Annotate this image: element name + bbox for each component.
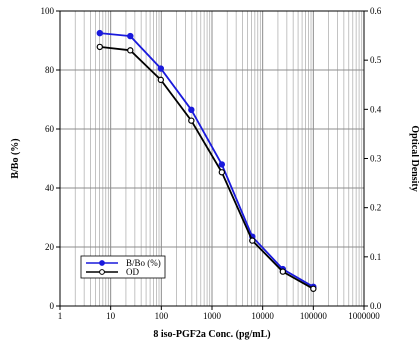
y-right-tick-label: 0.1 [370,252,381,262]
data-point-bbo [96,29,103,37]
y-left-tick-label: 20 [45,242,55,252]
x-tick-label: 10000 [251,311,274,321]
x-axis-title: 8 iso-PGF2a Conc. (pg/mL) [153,329,270,340]
y-axis-right-title: Optical Density [409,125,419,191]
data-point-od [96,43,103,51]
x-tick-label: 1 [58,311,63,321]
x-tick-label: 100 [155,311,169,321]
series-line-bbo [99,32,314,288]
legend-label-od: OD [126,267,139,277]
x-tick-label: 10 [106,311,116,321]
y-right-tick-label: 0.0 [370,301,382,311]
y-left-tick-label: 80 [45,65,55,75]
data-point-od [157,76,165,84]
data-point-od [310,285,317,292]
legend-marker-od [99,269,105,275]
y-axis-left-title: B/Bo (%) [10,138,21,178]
y-right-tick-label: 0.3 [370,154,382,164]
data-point-bbo [188,106,195,114]
y-left-tick-label: 0 [50,301,55,311]
series-line-od [99,46,314,290]
y-right-tick-label: 0.2 [370,203,381,213]
y-left-tick-label: 40 [45,183,55,193]
data-point-od [218,169,226,176]
y-right-tick-label: 0.6 [370,6,382,16]
data-point-od [188,117,195,124]
data-point-od [127,47,134,54]
data-point-od [279,268,287,275]
y-right-tick-label: 0.4 [370,104,382,114]
data-point-bbo [127,32,134,40]
y-left-tick-label: 100 [41,6,55,16]
x-tick-label: 1000 [203,311,222,321]
series [96,29,317,292]
data-point-bbo [157,65,165,72]
x-tick-label: 100000 [300,311,328,321]
legend: B/Bo (%) OD [80,255,166,279]
data-point-od [249,237,256,244]
y-left-tick-label: 60 [45,124,55,134]
legend-label-bbo: B/Bo (%) [126,258,161,268]
ticks: 1 10 100 1000 10000 100000 1000000 0 20 40 60 80 100… [41,6,382,321]
legend-marker-bbo [99,260,105,266]
data-point-bbo [218,161,226,168]
x-tick-label: 1000000 [348,311,380,321]
y-right-tick-label: 0.5 [370,55,382,65]
